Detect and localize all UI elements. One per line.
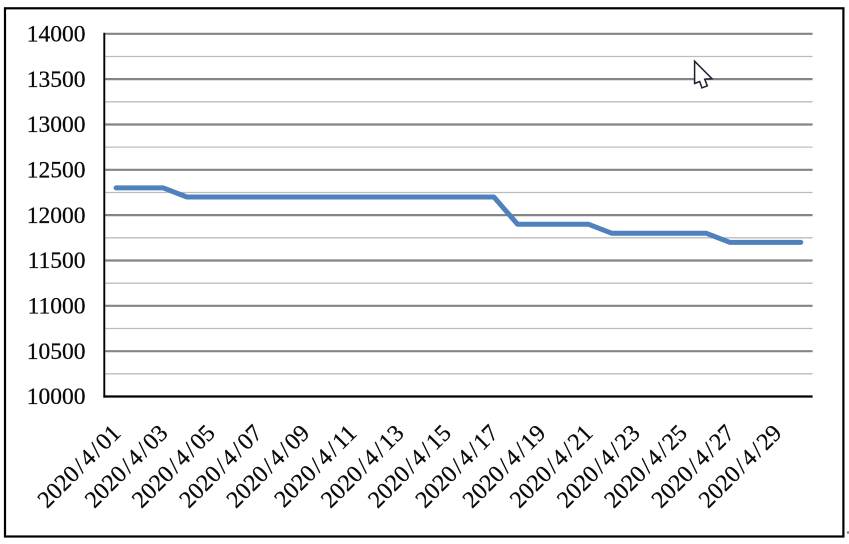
svg-text:11000: 11000 <box>28 294 86 320</box>
svg-text:13000: 13000 <box>27 112 86 138</box>
svg-text:10500: 10500 <box>27 339 86 365</box>
svg-text:11500: 11500 <box>28 248 86 274</box>
svg-text:13500: 13500 <box>27 67 86 93</box>
svg-text:12500: 12500 <box>27 158 86 184</box>
svg-text:14000: 14000 <box>27 22 86 48</box>
svg-text:10000: 10000 <box>27 384 86 410</box>
svg-text:12000: 12000 <box>27 203 86 229</box>
